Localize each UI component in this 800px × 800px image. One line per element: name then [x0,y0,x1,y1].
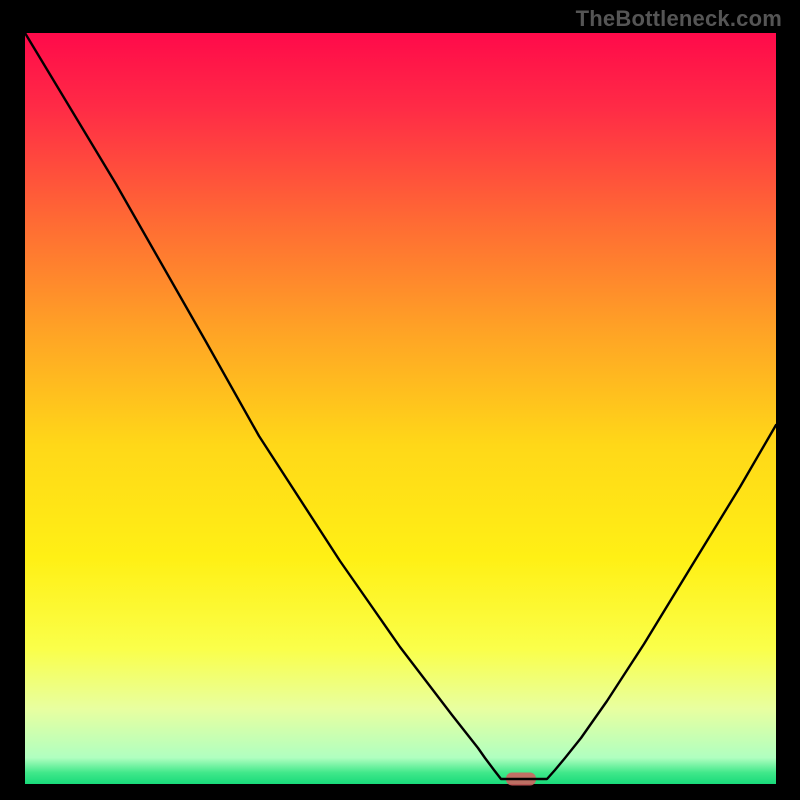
plot-background [25,33,776,784]
chart-frame: TheBottleneck.com [0,0,800,800]
watermark-text: TheBottleneck.com [576,6,782,32]
bottleneck-chart [0,0,800,800]
